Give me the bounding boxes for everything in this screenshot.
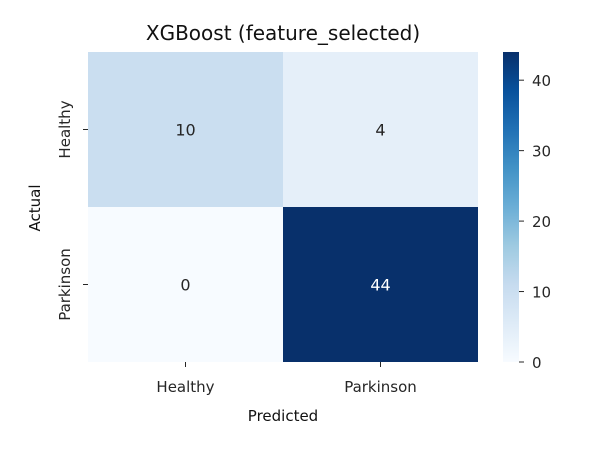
heatmap-cells: 10 4 0 44 <box>88 52 478 362</box>
y-axis-label: Actual <box>26 185 44 232</box>
colorbar-tick-label: 40 <box>532 72 551 90</box>
heatmap-cell <box>88 207 283 362</box>
colorbar-tick-label: 30 <box>532 143 551 161</box>
colorbar: 0 10 20 30 40 <box>503 52 551 372</box>
cell-value-label: 0 <box>180 276 190 295</box>
cell-value-label: 44 <box>370 276 390 295</box>
x-axis-label: Predicted <box>248 407 318 425</box>
heatmap-cell <box>88 52 283 207</box>
heatmap-cell <box>283 52 478 207</box>
colorbar-tick-label: 10 <box>532 284 551 302</box>
y-tick-label: Healthy <box>56 100 74 158</box>
colorbar-tick-label: 0 <box>532 354 542 372</box>
x-tick-label: Healthy <box>156 378 214 396</box>
x-axis-ticks: Healthy Parkinson <box>156 362 417 396</box>
y-axis-ticks: Healthy Parkinson <box>56 100 88 321</box>
x-tick-label: Parkinson <box>344 378 417 396</box>
cell-value-label: 10 <box>175 121 195 140</box>
colorbar-tick-label: 20 <box>532 213 551 231</box>
chart-title: XGBoost (feature_selected) <box>146 21 420 45</box>
colorbar-gradient-bar <box>503 52 519 362</box>
y-tick-label: Parkinson <box>56 248 74 321</box>
heatmap-cell <box>283 207 478 362</box>
cell-value-label: 4 <box>375 121 385 140</box>
